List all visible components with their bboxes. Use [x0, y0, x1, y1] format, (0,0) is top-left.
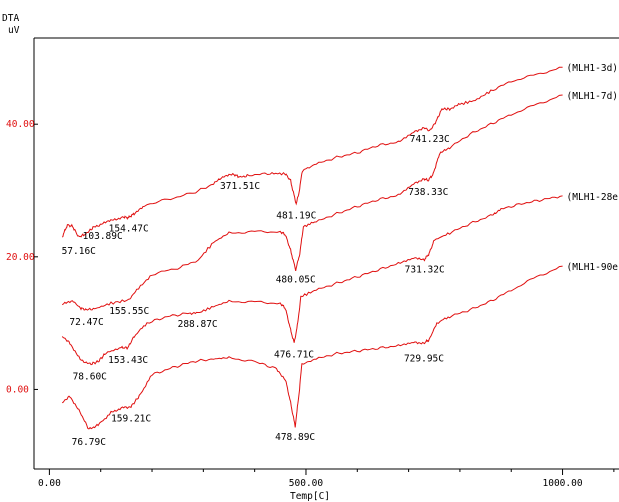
peak-label: 288.87C	[178, 319, 218, 330]
dta-curve	[61, 94, 563, 311]
y-tick-label: 20.00	[6, 252, 35, 263]
peak-label: 729.95C	[404, 354, 444, 365]
series-label: (MLH1-7d)	[567, 91, 618, 102]
peak-label: 154.47C	[109, 224, 149, 235]
y-tick-label: 0.00	[6, 384, 29, 395]
peak-label: 159.21C	[111, 413, 151, 424]
peak-label: 481.19C	[276, 210, 316, 221]
curves	[61, 66, 563, 430]
peak-label: 153.43C	[108, 355, 148, 366]
peak-label: 480.05C	[276, 275, 316, 286]
x-tick-label: 0.00	[38, 478, 61, 489]
y-axis-label-dta: DTA	[2, 13, 19, 24]
x-axis-label: Temp[C]	[290, 491, 330, 502]
y-tick-label: 40.00	[6, 119, 35, 130]
dta-curve	[61, 265, 563, 430]
peak-label: 741.23C	[410, 134, 450, 145]
y-ticks: 0.00 20.00 40.00	[6, 119, 38, 395]
x-tick-label: 500.00	[289, 478, 324, 489]
peak-label: 476.71C	[274, 350, 314, 361]
series-label: (MLH1-90e	[567, 262, 619, 273]
dta-curve	[61, 195, 563, 366]
peak-label: 155.55C	[109, 306, 149, 317]
x-ticks: 0.00 500.00 1000.00	[38, 469, 615, 489]
peak-label: 103.89C	[83, 231, 123, 242]
series-label: (MLH1-28e	[567, 192, 619, 203]
peak-label: 78.60C	[73, 371, 107, 382]
y-axis-label-unit: uV	[8, 25, 20, 36]
x-tick-label: 1000.00	[543, 478, 583, 489]
peak-label: 478.89C	[275, 432, 315, 443]
peak-label: 76.79C	[72, 437, 106, 448]
peak-label: 72.47C	[69, 317, 103, 328]
series-end-labels: (MLH1-3d) (MLH1-7d) (MLH1-28e (MLH1-90e	[567, 63, 619, 273]
series-label: (MLH1-3d)	[567, 63, 618, 74]
dta-curve	[61, 66, 563, 238]
peak-label: 371.51C	[220, 181, 260, 192]
peak-label: 731.32C	[405, 265, 445, 276]
peak-label: 57.16C	[62, 246, 96, 257]
peak-label: 738.33C	[408, 187, 448, 198]
